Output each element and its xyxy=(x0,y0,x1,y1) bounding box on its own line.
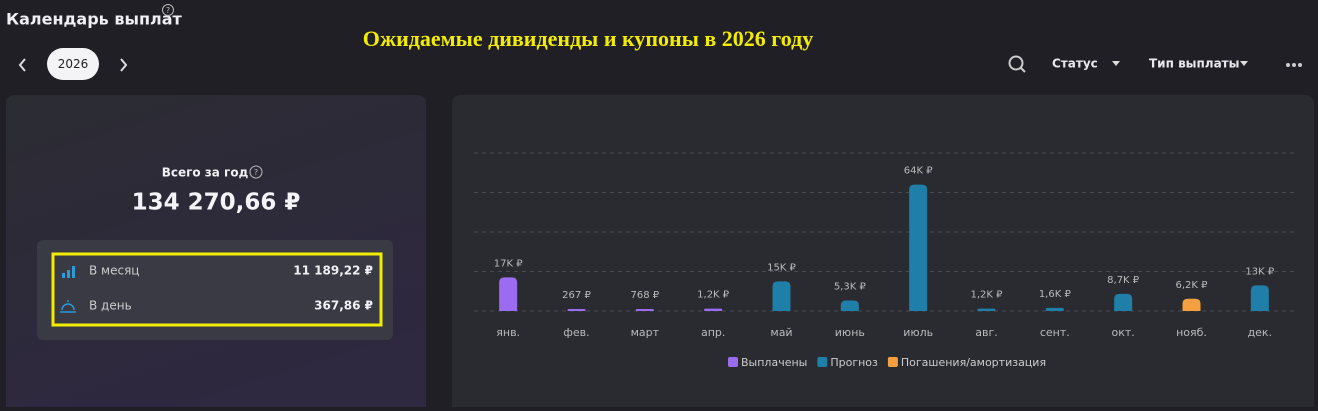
prev-year[interactable] xyxy=(18,58,26,72)
annotation: Ожидаемые дивиденды и купоны в 2026 году xyxy=(363,26,813,51)
legend-swatch xyxy=(887,357,898,367)
x-tick-label: окт. xyxy=(1112,326,1135,339)
bar xyxy=(1114,293,1133,311)
legend-label: Погашения/амортизация xyxy=(901,356,1046,369)
summary-box xyxy=(37,240,393,340)
legend-label: Прогноз xyxy=(830,356,878,369)
chart-card xyxy=(452,95,1314,411)
x-tick-label: нояб. xyxy=(1176,326,1207,339)
value-label: 768 ₽ xyxy=(631,290,660,301)
chart: янв. 17K ₽ фев. 267 ₽ март 768 ₽ апр. 1,2K ₽ май… xyxy=(474,152,1294,369)
caret xyxy=(1240,61,1248,66)
legend-swatch xyxy=(728,357,738,367)
year: 2026 xyxy=(58,57,89,71)
bar xyxy=(1182,298,1201,311)
x-tick-label: фев. xyxy=(563,326,589,339)
highlight xyxy=(51,252,383,327)
bar xyxy=(840,300,859,311)
value-label: 15K ₽ xyxy=(767,262,796,273)
x-tick-label: май xyxy=(770,326,792,339)
search-handle xyxy=(1020,67,1026,73)
summary-title: Всего за год xyxy=(162,166,249,180)
value-label: 1,6K ₽ xyxy=(1039,289,1072,300)
page-title: Календарь выплат xyxy=(6,10,183,29)
x-tick-label: дек. xyxy=(1248,326,1273,339)
day-icon xyxy=(60,300,76,313)
help-icon[interactable] xyxy=(249,165,263,179)
bar xyxy=(977,308,996,311)
value-label: 8,7K ₽ xyxy=(1107,275,1140,286)
row-label: В день xyxy=(89,299,132,313)
bar xyxy=(567,309,586,311)
bar xyxy=(704,308,723,311)
value-label: 6,2K ₽ xyxy=(1175,280,1208,291)
row-value: 11 189,22 ₽ xyxy=(293,264,373,278)
caret xyxy=(1112,61,1120,66)
row-value: 367,86 ₽ xyxy=(314,299,373,313)
next-year[interactable] xyxy=(120,58,128,72)
filter-type[interactable]: Тип выплаты xyxy=(1149,57,1240,71)
filter-status[interactable]: Статус xyxy=(1052,57,1098,71)
row-label: В месяц xyxy=(89,264,139,278)
help-icon[interactable] xyxy=(162,4,174,16)
help-mark: ? xyxy=(166,6,170,15)
x-tick-label: авг. xyxy=(975,326,998,339)
help-mark: ? xyxy=(254,168,258,177)
x-tick-label: сент. xyxy=(1040,326,1070,339)
bar xyxy=(772,281,791,311)
more-menu[interactable] xyxy=(1286,63,1302,67)
value-label: 267 ₽ xyxy=(562,290,591,301)
legend-label: Выплачены xyxy=(741,356,807,369)
bar xyxy=(1045,307,1064,311)
value-label: 5,3K ₽ xyxy=(834,282,867,293)
summary-total: 134 270,66 ₽ xyxy=(132,190,301,216)
value-label: 1,2K ₽ xyxy=(970,290,1003,301)
x-tick-label: апр. xyxy=(701,326,725,339)
value-label: 17K ₽ xyxy=(494,258,523,269)
value-label: 13K ₽ xyxy=(1245,266,1274,277)
search[interactable] xyxy=(1008,55,1024,71)
x-tick-label: март xyxy=(631,326,660,339)
value-label: 64K ₽ xyxy=(904,166,933,177)
x-tick-label: июль xyxy=(903,326,933,339)
x-tick-label: янв. xyxy=(496,326,520,339)
month-icon xyxy=(62,266,75,278)
bar xyxy=(499,277,518,311)
year-pill[interactable] xyxy=(47,48,99,80)
bar xyxy=(1250,285,1269,311)
bar xyxy=(909,184,928,311)
x-tick-label: июнь xyxy=(835,326,865,339)
value-label: 1,2K ₽ xyxy=(697,290,730,301)
legend-swatch xyxy=(817,357,828,367)
bar xyxy=(635,309,654,311)
